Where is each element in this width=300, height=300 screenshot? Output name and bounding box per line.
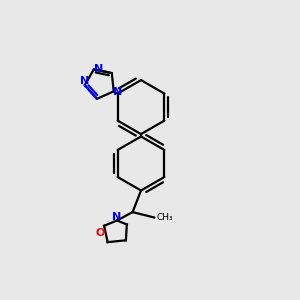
Text: N: N bbox=[80, 76, 89, 86]
Text: N: N bbox=[112, 212, 122, 222]
Text: CH₃: CH₃ bbox=[157, 213, 173, 222]
Text: N: N bbox=[94, 64, 103, 74]
Text: O: O bbox=[96, 228, 105, 238]
Text: N: N bbox=[113, 87, 122, 97]
